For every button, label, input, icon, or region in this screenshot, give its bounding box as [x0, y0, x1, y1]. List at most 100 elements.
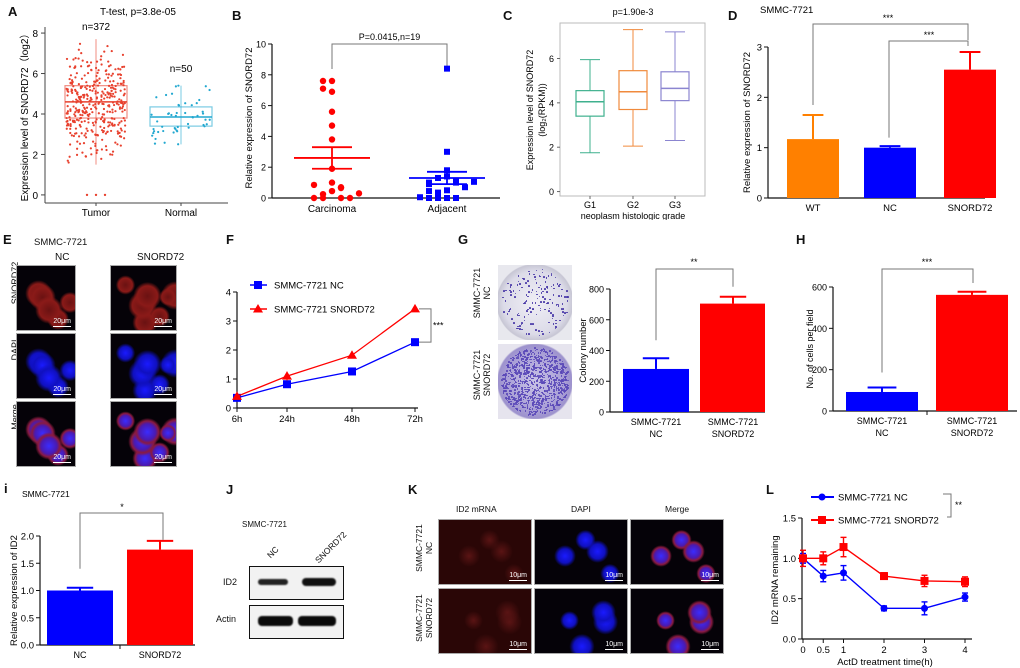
data-point	[111, 150, 115, 153]
colony	[562, 368, 564, 371]
data-point	[77, 119, 80, 122]
colony	[548, 321, 550, 324]
data-point	[74, 65, 77, 68]
colony	[530, 350, 533, 352]
colony	[517, 394, 520, 397]
colony	[526, 394, 528, 397]
colony	[553, 408, 555, 410]
data-point	[76, 93, 79, 96]
y-tick-label: 2	[226, 346, 231, 357]
panel-g-colony-plates: SMMC-7721 NC SMMC-7721 SNORD72	[460, 225, 575, 465]
colony	[509, 366, 512, 368]
data-point-carcinoma	[310, 194, 318, 202]
colony	[513, 365, 516, 367]
colony	[524, 397, 527, 399]
data-point	[111, 95, 114, 98]
legend-marker	[818, 516, 826, 524]
colony	[534, 374, 537, 376]
colony	[559, 398, 561, 400]
colony	[548, 368, 551, 370]
colony	[526, 357, 528, 359]
colony	[555, 378, 557, 381]
colony	[520, 323, 523, 326]
data-point	[203, 125, 206, 128]
colony	[532, 377, 534, 380]
data-point-adjacent	[435, 189, 441, 196]
marker-triangle	[410, 303, 420, 313]
colony	[503, 382, 506, 384]
colony	[526, 368, 528, 370]
colony	[512, 403, 515, 405]
data-point	[100, 157, 103, 160]
colony	[522, 355, 524, 358]
colony	[546, 408, 549, 411]
data-point	[122, 81, 125, 84]
data-point	[99, 117, 103, 121]
colony	[533, 390, 535, 393]
data-point	[84, 132, 87, 135]
colony	[560, 391, 563, 394]
colony	[545, 277, 548, 279]
plate-label-nc-line1: SMMC-7721	[472, 267, 482, 319]
bar-1	[700, 303, 765, 412]
colony	[551, 317, 554, 320]
colony	[516, 372, 518, 374]
colony	[529, 395, 531, 398]
colony	[552, 368, 555, 370]
colony	[550, 383, 552, 385]
colony	[513, 393, 516, 395]
colony	[562, 308, 565, 310]
colony	[528, 273, 531, 275]
data-point	[68, 65, 72, 68]
colony	[501, 377, 504, 380]
data-point	[74, 56, 77, 60]
colony	[508, 395, 510, 398]
colony	[503, 378, 505, 381]
n-annotation: n=372	[82, 22, 111, 33]
colony	[549, 402, 552, 405]
cell	[495, 599, 521, 625]
colony	[533, 353, 536, 355]
colony	[539, 404, 542, 407]
cell	[568, 633, 595, 653]
y-tick-label: 4	[261, 132, 266, 142]
colony	[558, 384, 560, 387]
colony	[517, 393, 519, 395]
colony	[543, 301, 545, 303]
colony	[522, 406, 524, 408]
colony	[538, 399, 541, 401]
data-point	[198, 98, 201, 102]
colony	[544, 288, 546, 290]
y-tick-label: 0	[757, 194, 762, 205]
data-point	[70, 90, 73, 93]
colony	[531, 382, 533, 384]
colony	[523, 350, 525, 353]
data-point	[87, 117, 90, 121]
colony	[542, 368, 545, 370]
colony	[514, 377, 517, 379]
blot-actin	[249, 605, 344, 639]
colony	[502, 392, 505, 394]
y-tick-label: 0	[261, 194, 266, 204]
colony	[535, 367, 537, 369]
scale-bar: 10μm	[701, 572, 719, 581]
colony	[537, 389, 539, 392]
colony	[553, 390, 555, 392]
fish-nc-merge: 10μm	[630, 519, 724, 585]
colony	[540, 301, 542, 303]
data-point	[117, 123, 120, 126]
cell	[133, 349, 162, 378]
colony	[521, 387, 524, 389]
colony	[521, 390, 523, 393]
colony	[525, 349, 527, 352]
colony	[519, 364, 522, 367]
data-point	[95, 97, 98, 100]
colony	[533, 368, 536, 370]
data-point	[85, 106, 89, 109]
colony	[562, 377, 565, 380]
data-point	[83, 134, 86, 137]
cell	[591, 599, 617, 625]
colony	[544, 362, 547, 365]
colony	[538, 401, 540, 403]
colony	[512, 405, 514, 408]
